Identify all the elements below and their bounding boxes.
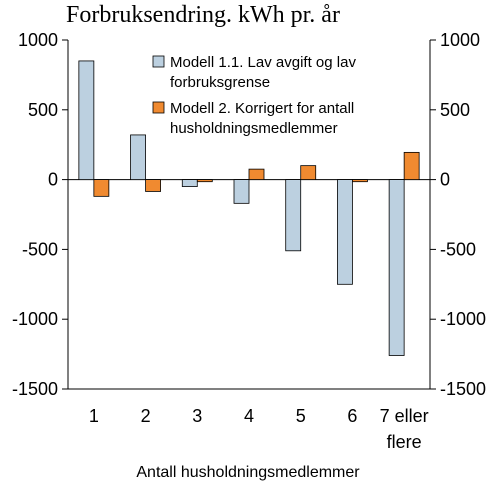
- left-y-tick-label: 0: [48, 170, 58, 190]
- right-y-tick-label: -1000: [440, 309, 486, 329]
- x-tick-label: 3: [192, 406, 202, 426]
- bar-series-1: [388, 179, 405, 356]
- right-y-tick-label: -1500: [440, 379, 486, 399]
- left-y-tick-label: 500: [28, 100, 58, 120]
- legend-swatch-2: [152, 101, 165, 114]
- bar-series-1: [78, 60, 95, 181]
- x-axis-label: Antall husholdningsmedlemmer: [136, 464, 360, 481]
- legend-label-2: Modell 2. Korrigert for antall: [170, 100, 354, 117]
- plot-area: 1000 1000 500 500 0 0 -500 -500 -1000 -1000 -1500 -…: [12, 30, 486, 452]
- legend-label-1: Modell 1.1. Lav avgift og lav: [170, 54, 356, 71]
- legend: Modell 1.1. Lav avgift og lav forbruksgre…: [152, 54, 356, 137]
- bar-series-2: [300, 165, 317, 180]
- right-y-tick-label: 0: [440, 170, 450, 190]
- bar-series-1: [233, 179, 250, 204]
- bar-series-2: [248, 168, 265, 181]
- left-y-tick-label: -1500: [12, 379, 58, 399]
- x-tick-label: 1: [89, 406, 99, 426]
- bar-series-2: [145, 179, 161, 192]
- bar-series-1: [285, 179, 302, 252]
- x-tick-label: 2: [141, 406, 151, 426]
- x-tick-label: 4: [244, 406, 254, 426]
- bar-series-2: [93, 179, 110, 197]
- legend-swatch-1: [152, 55, 165, 68]
- chart-title: Forbruksendring. kWh pr. år: [66, 2, 340, 28]
- bar-series-1: [181, 179, 198, 187]
- right-y-tick-label: 1000: [440, 30, 480, 50]
- bar-series-1: [130, 134, 146, 180]
- bar-series-1: [337, 179, 353, 285]
- right-y-tick-label: -500: [440, 239, 476, 259]
- left-y-tick-label: -1000: [12, 309, 58, 329]
- x-tick-label: flere: [387, 432, 422, 452]
- bar-series-2: [196, 179, 213, 183]
- legend-label-1: forbruksgrense: [170, 74, 270, 91]
- right-y-tick-label: 500: [440, 100, 470, 120]
- x-tick-label: 7 eller: [380, 406, 429, 426]
- legend-label-2: husholdningsmedlemmer: [170, 120, 338, 137]
- x-tick-label: 6: [347, 406, 357, 426]
- left-y-tick-label: -500: [22, 239, 58, 259]
- left-y-tick-label: 1000: [18, 30, 58, 50]
- bar-series-2: [403, 151, 420, 181]
- bar-series-2: [352, 179, 368, 183]
- x-tick-label: 5: [296, 406, 306, 426]
